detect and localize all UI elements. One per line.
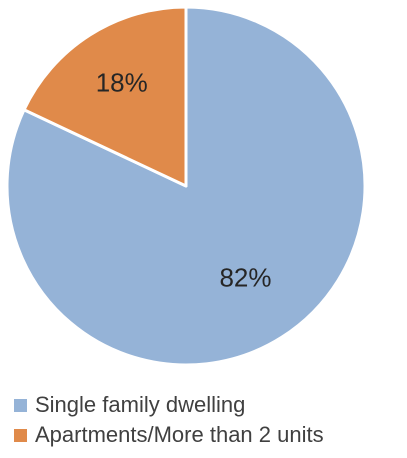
- pie-slice-single-family: [5, 5, 367, 367]
- data-label-single-family: 82%: [219, 263, 271, 293]
- legend-item-single-family: Single family dwelling: [14, 390, 404, 420]
- pie-chart-plot: 82% 18%: [5, 5, 367, 367]
- legend-item-apartments: Apartments/More than 2 units: [14, 420, 404, 450]
- pie-slice-apartments: [22, 5, 188, 188]
- legend-swatch-apartments: [14, 428, 27, 442]
- legend-label-apartments: Apartments/More than 2 units: [35, 422, 324, 447]
- legend-swatch-single-family: [14, 398, 27, 412]
- data-label-apartments: 18%: [96, 68, 148, 98]
- chart-legend: Single family dwelling Apartments/More t…: [14, 390, 404, 450]
- legend-label-single-family: Single family dwelling: [35, 392, 246, 417]
